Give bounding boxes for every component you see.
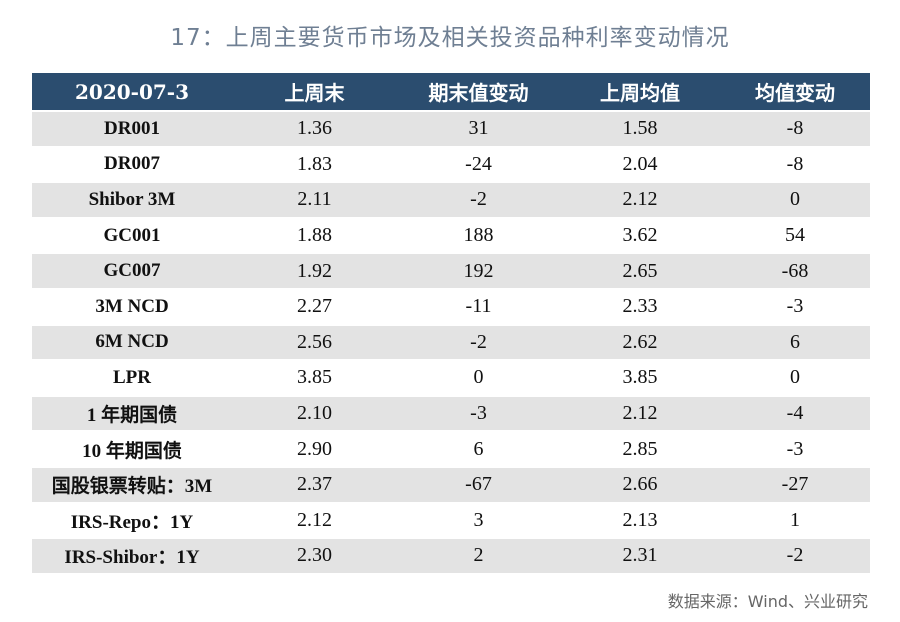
table-row: DR007 1.83 -24 2.04 -8 bbox=[32, 147, 870, 182]
last-week-end-cell: 2.30 bbox=[232, 539, 397, 573]
table-row: LPR 3.85 0 3.85 0 bbox=[32, 361, 870, 395]
end-change-cell: 0 bbox=[397, 361, 560, 395]
last-week-end-cell: 3.85 bbox=[232, 361, 397, 395]
week-avg-cell: 2.12 bbox=[560, 396, 720, 431]
week-avg-cell: 2.31 bbox=[560, 539, 720, 573]
week-avg-cell: 2.62 bbox=[560, 325, 720, 360]
week-avg-cell: 3.62 bbox=[560, 218, 720, 253]
last-week-end-cell: 2.56 bbox=[232, 325, 397, 360]
table-row: GC007 1.92 192 2.65 -68 bbox=[32, 254, 870, 288]
last-week-end-cell: 1.36 bbox=[232, 112, 397, 146]
avg-change-cell: 0 bbox=[720, 183, 870, 217]
end-change-cell: -24 bbox=[397, 147, 560, 182]
row-name-cell: GC001 bbox=[32, 218, 232, 253]
avg-change-cell: -3 bbox=[720, 432, 870, 466]
avg-change-cell: -8 bbox=[720, 147, 870, 182]
end-change-cell: 188 bbox=[397, 218, 560, 253]
avg-change-cell: -4 bbox=[720, 396, 870, 431]
row-name-cell: Shibor 3M bbox=[32, 183, 232, 217]
last-week-end-cell: 1.88 bbox=[232, 218, 397, 253]
table-body: DR001 1.36 31 1.58 -8 DR007 1.83 -24 2.04 -8 Shibo… bbox=[32, 112, 870, 573]
last-week-end-cell: 2.90 bbox=[232, 432, 397, 466]
table-row: GC001 1.88 188 3.62 54 bbox=[32, 218, 870, 253]
row-name-cell: GC007 bbox=[32, 254, 232, 288]
rates-table: 2020-07-3 上周末 期末值变动 上周均值 均值变动 DR001 1.36 3… bbox=[32, 71, 870, 575]
end-change-cell: -67 bbox=[397, 467, 560, 502]
table-row: 3M NCD 2.27 -11 2.33 -3 bbox=[32, 289, 870, 324]
row-name-cell: DR001 bbox=[32, 112, 232, 146]
last-week-end-cell: 2.12 bbox=[232, 503, 397, 538]
avg-change-cell: 54 bbox=[720, 218, 870, 253]
end-change-cell: 2 bbox=[397, 539, 560, 573]
row-name-cell: 1 年期国债 bbox=[32, 396, 232, 431]
end-change-cell: -3 bbox=[397, 396, 560, 431]
week-avg-cell: 2.12 bbox=[560, 183, 720, 217]
last-week-end-cell: 2.27 bbox=[232, 289, 397, 324]
avg-change-cell: -27 bbox=[720, 467, 870, 502]
row-name-cell: 10 年期国债 bbox=[32, 432, 232, 466]
end-change-cell: -2 bbox=[397, 183, 560, 217]
last-week-end-cell: 2.37 bbox=[232, 467, 397, 502]
week-avg-cell: 1.58 bbox=[560, 112, 720, 146]
header-cell-week-avg: 上周均值 bbox=[560, 73, 720, 110]
last-week-end-cell: 1.92 bbox=[232, 254, 397, 288]
header-cell-end-change: 期末值变动 bbox=[397, 73, 560, 110]
avg-change-cell: -8 bbox=[720, 112, 870, 146]
end-change-cell: 31 bbox=[397, 112, 560, 146]
end-change-cell: 192 bbox=[397, 254, 560, 288]
table-row: IRS-Repo：1Y 2.12 3 2.13 1 bbox=[32, 503, 870, 538]
end-change-cell: -11 bbox=[397, 289, 560, 324]
end-change-cell: 6 bbox=[397, 432, 560, 466]
row-name-cell: 3M NCD bbox=[32, 289, 232, 324]
avg-change-cell: -3 bbox=[720, 289, 870, 324]
last-week-end-cell: 1.83 bbox=[232, 147, 397, 182]
end-change-cell: -2 bbox=[397, 325, 560, 360]
table-row: 10 年期国债 2.90 6 2.85 -3 bbox=[32, 432, 870, 466]
table-row: 6M NCD 2.56 -2 2.62 6 bbox=[32, 325, 870, 360]
row-name-cell: LPR bbox=[32, 361, 232, 395]
end-change-cell: 3 bbox=[397, 503, 560, 538]
row-name-cell: IRS-Shibor：1Y bbox=[32, 539, 232, 573]
table-row: 1 年期国债 2.10 -3 2.12 -4 bbox=[32, 396, 870, 431]
week-avg-cell: 2.65 bbox=[560, 254, 720, 288]
avg-change-cell: -68 bbox=[720, 254, 870, 288]
table-row: IRS-Shibor：1Y 2.30 2 2.31 -2 bbox=[32, 539, 870, 573]
week-avg-cell: 2.85 bbox=[560, 432, 720, 466]
week-avg-cell: 2.04 bbox=[560, 147, 720, 182]
header-cell-last-week-end: 上周末 bbox=[232, 73, 397, 110]
last-week-end-cell: 2.10 bbox=[232, 396, 397, 431]
week-avg-cell: 3.85 bbox=[560, 361, 720, 395]
data-source-note: 数据来源：Wind、兴业研究 bbox=[667, 592, 868, 611]
last-week-end-cell: 2.11 bbox=[232, 183, 397, 217]
week-avg-cell: 2.66 bbox=[560, 467, 720, 502]
row-name-cell: 国股银票转贴：3M bbox=[32, 467, 232, 502]
row-name-cell: IRS-Repo：1Y bbox=[32, 503, 232, 538]
chart-title: 17：上周主要货币市场及相关投资品种利率变动情况 bbox=[170, 25, 730, 51]
row-name-cell: 6M NCD bbox=[32, 325, 232, 360]
week-avg-cell: 2.13 bbox=[560, 503, 720, 538]
header-cell-date: 2020-07-3 bbox=[32, 73, 232, 110]
avg-change-cell: -2 bbox=[720, 539, 870, 573]
table-row: DR001 1.36 31 1.58 -8 bbox=[32, 112, 870, 146]
row-name-cell: DR007 bbox=[32, 147, 232, 182]
header-cell-avg-change: 均值变动 bbox=[720, 73, 870, 110]
header-row: 2020-07-3 上周末 期末值变动 上周均值 均值变动 bbox=[32, 73, 870, 110]
table-row: Shibor 3M 2.11 -2 2.12 0 bbox=[32, 183, 870, 217]
table-row: 国股银票转贴：3M 2.37 -67 2.66 -27 bbox=[32, 467, 870, 502]
week-avg-cell: 2.33 bbox=[560, 289, 720, 324]
avg-change-cell: 1 bbox=[720, 503, 870, 538]
avg-change-cell: 0 bbox=[720, 361, 870, 395]
avg-change-cell: 6 bbox=[720, 325, 870, 360]
